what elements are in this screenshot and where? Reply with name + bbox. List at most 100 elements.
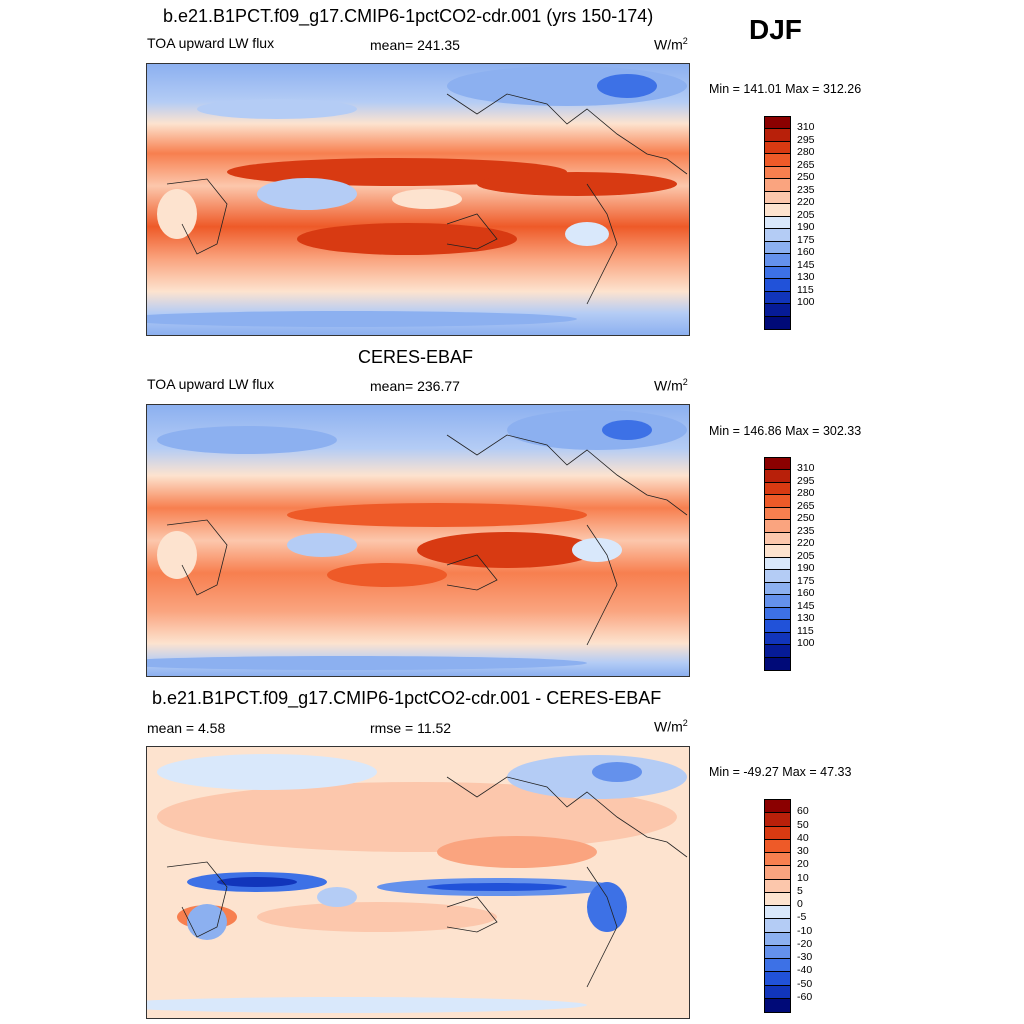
- colorbar-tick-label: -60: [797, 990, 813, 1003]
- colorbar-swatch: [765, 229, 790, 242]
- panel3-mean-label: mean = 4.58: [147, 720, 226, 736]
- panel2-mean-label: mean= 236.77: [370, 378, 460, 394]
- colorbar-swatch: [765, 932, 790, 946]
- colorbar-tick-label: 220: [797, 196, 815, 209]
- panel1-variable-label: TOA upward LW flux: [147, 35, 275, 51]
- colorbar-swatch: [765, 800, 790, 814]
- colorbar-tick-label: 30: [797, 845, 809, 857]
- panel1-map-field: [147, 64, 689, 335]
- colorbar-swatch: [765, 117, 790, 130]
- colorbar-tick-label: 250: [797, 171, 815, 184]
- colorbar-tick-label: 145: [797, 258, 815, 271]
- panel2-colorbar: [764, 457, 791, 671]
- colorbar-tick-label: 100: [797, 637, 815, 650]
- panel2-minmax: Min = 146.86 Max = 302.33: [709, 424, 862, 438]
- colorbar-tick-label: 175: [797, 233, 815, 246]
- colorbar-swatch: [765, 557, 790, 571]
- colorbar-tick-label: 295: [797, 474, 815, 487]
- panel3-title: b.e21.B1PCT.f09_g17.CMIP6-1pctCO2-cdr.00…: [152, 688, 662, 708]
- colorbar-tick-label: 280: [797, 146, 815, 159]
- colorbar-swatch: [765, 545, 790, 558]
- colorbar-tick-label: 40: [797, 831, 809, 844]
- colorbar-swatch: [765, 879, 790, 893]
- panel1-units: W/m2: [654, 36, 688, 53]
- colorbar-swatch: [765, 458, 790, 471]
- colorbar-swatch: [765, 972, 790, 986]
- colorbar-tick-label: 280: [797, 487, 815, 500]
- colorbar-tick-label: -50: [797, 977, 813, 990]
- panel2-title: CERES-EBAF: [358, 347, 474, 367]
- colorbar-swatch: [765, 570, 790, 583]
- panel2-variable-label: TOA upward LW flux: [147, 376, 275, 392]
- colorbar-swatch: [765, 919, 790, 933]
- colorbar-tick-label: -10: [797, 924, 813, 937]
- colorbar-swatch: [765, 266, 790, 280]
- colorbar-swatch: [765, 204, 790, 217]
- panel1-colorbar: [764, 116, 791, 330]
- colorbar-swatch: [765, 906, 790, 920]
- colorbar-swatch: [765, 154, 790, 167]
- colorbar-tick-label: 160: [797, 587, 815, 600]
- colorbar-tick-label: 235: [797, 183, 815, 196]
- colorbar-swatch: [765, 645, 790, 658]
- colorbar-swatch: [765, 304, 790, 317]
- colorbar-tick-label: 175: [797, 574, 815, 587]
- colorbar-tick-label: 145: [797, 599, 815, 612]
- colorbar-tick-label: 310: [797, 121, 815, 134]
- colorbar-swatch: [765, 129, 790, 142]
- colorbar-tick-label: 250: [797, 512, 815, 525]
- colorbar-swatch: [765, 866, 790, 880]
- colorbar-swatch: [765, 620, 790, 633]
- colorbar-tick-label: 130: [797, 271, 815, 284]
- colorbar-tick-label: 235: [797, 524, 815, 537]
- colorbar-swatch: [765, 241, 790, 255]
- colorbar-swatch: [765, 595, 790, 608]
- colorbar-tick-label: 100: [797, 296, 815, 309]
- colorbar-tick-label: 5: [797, 884, 803, 897]
- colorbar-swatch: [765, 632, 790, 646]
- colorbar-swatch: [765, 179, 790, 192]
- panel1-mean-label: mean= 241.35: [370, 37, 460, 53]
- colorbar-swatch: [765, 959, 790, 973]
- colorbar-swatch: [765, 482, 790, 496]
- colorbar-swatch: [765, 607, 790, 621]
- colorbar-tick-label: 190: [797, 221, 815, 234]
- panel1-map: [146, 63, 690, 336]
- colorbar-swatch: [765, 166, 790, 180]
- colorbar-swatch: [765, 141, 790, 155]
- colorbar-tick-label: 0: [797, 898, 803, 910]
- colorbar-tick-label: 190: [797, 562, 815, 575]
- colorbar-swatch: [765, 998, 790, 1012]
- colorbar-swatch: [765, 191, 790, 205]
- colorbar-swatch: [765, 279, 790, 292]
- colorbar-tick-label: 205: [797, 549, 815, 562]
- colorbar-swatch: [765, 813, 790, 827]
- colorbar-swatch: [765, 291, 790, 305]
- colorbar-swatch: [765, 582, 790, 596]
- panel3-rmse-label: rmse = 11.52: [370, 720, 452, 736]
- panel3-units: W/m2: [654, 718, 688, 735]
- colorbar-tick-label: 60: [797, 805, 809, 818]
- colorbar-tick-label: 265: [797, 158, 815, 171]
- panel3-colorbar: [764, 799, 791, 1013]
- colorbar-swatch: [765, 853, 790, 867]
- colorbar-tick-label: 10: [797, 871, 809, 884]
- colorbar-tick-label: 265: [797, 499, 815, 512]
- colorbar-swatch: [765, 316, 790, 329]
- panel3-map-field: [147, 747, 689, 1018]
- colorbar-swatch: [765, 532, 790, 546]
- panel2-units: W/m2: [654, 377, 688, 394]
- colorbar-tick-label: 220: [797, 537, 815, 550]
- colorbar-swatch: [765, 470, 790, 483]
- colorbar-swatch: [765, 254, 790, 267]
- colorbar-tick-label: 205: [797, 208, 815, 221]
- colorbar-swatch: [765, 520, 790, 533]
- colorbar-swatch: [765, 216, 790, 230]
- season-label: DJF: [749, 14, 802, 45]
- panel2-map-field: [147, 405, 689, 676]
- colorbar-swatch: [765, 839, 790, 853]
- colorbar-tick-label: 160: [797, 246, 815, 259]
- colorbar-swatch: [765, 826, 790, 840]
- panel3-minmax: Min = -49.27 Max = 47.33: [709, 765, 852, 779]
- colorbar-tick-label: -5: [797, 911, 807, 924]
